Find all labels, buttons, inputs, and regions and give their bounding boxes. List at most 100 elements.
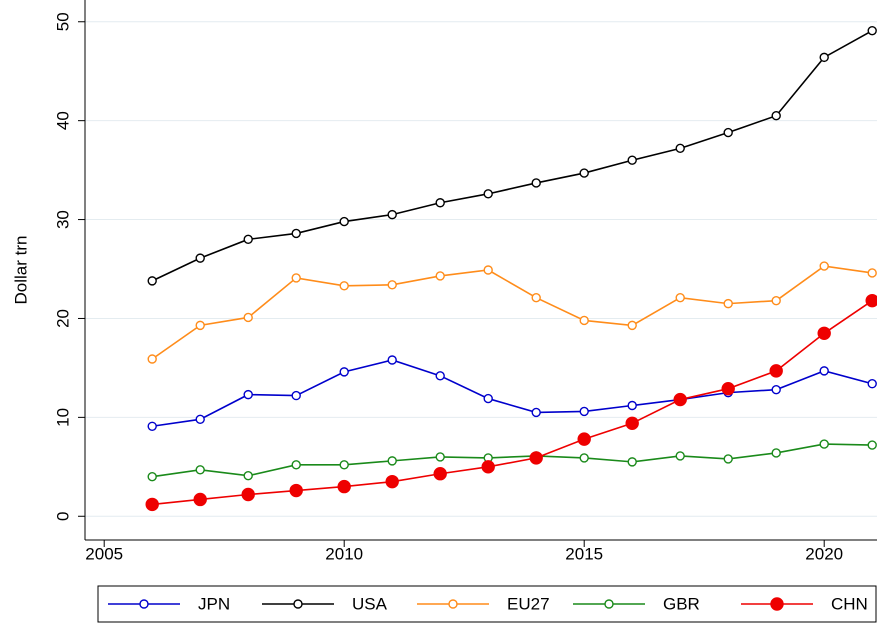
data-point	[817, 326, 831, 340]
data-point	[531, 178, 541, 188]
data-point	[771, 111, 781, 121]
legend-marker	[293, 599, 303, 609]
data-point	[435, 371, 445, 381]
data-point	[387, 280, 397, 290]
data-point	[435, 452, 445, 462]
data-point	[675, 143, 685, 154]
data-point	[577, 432, 591, 446]
data-point	[483, 265, 493, 275]
data-point	[291, 460, 301, 470]
x-tick-label: 2010	[325, 544, 363, 563]
data-point	[867, 25, 877, 36]
data-point	[435, 271, 445, 281]
data-point	[771, 295, 781, 306]
x-tick-label: 2020	[805, 544, 843, 563]
data-point	[387, 456, 397, 466]
data-point	[819, 439, 829, 449]
data-point	[385, 474, 399, 489]
data-point	[243, 312, 253, 323]
data-point	[387, 209, 397, 220]
data-point	[481, 460, 495, 474]
data-point	[387, 355, 397, 365]
data-point	[435, 198, 445, 208]
legend-label: USA	[352, 594, 388, 613]
data-point	[819, 261, 829, 271]
data-point	[291, 390, 301, 401]
y-tick-label: 20	[53, 309, 72, 328]
data-point	[723, 454, 733, 464]
data-point	[339, 367, 349, 377]
data-point	[195, 414, 205, 425]
legend-marker	[139, 599, 149, 609]
data-point	[337, 479, 351, 494]
data-point	[627, 320, 637, 331]
data-point	[339, 216, 349, 227]
data-point	[291, 228, 301, 239]
data-point	[243, 389, 253, 400]
data-point	[579, 406, 589, 417]
data-point	[675, 451, 685, 461]
data-point	[625, 416, 639, 430]
data-point	[193, 492, 207, 507]
data-point	[195, 320, 205, 331]
data-point	[529, 451, 543, 465]
legend-marker	[604, 599, 614, 609]
data-point	[531, 292, 541, 303]
data-point	[673, 392, 687, 407]
y-tick-label: 30	[53, 210, 72, 229]
data-point	[675, 292, 685, 303]
data-point	[579, 315, 589, 326]
data-point	[241, 487, 255, 502]
data-point	[627, 457, 637, 467]
data-point	[483, 393, 493, 404]
y-tick-label: 50	[53, 12, 72, 31]
data-point	[579, 453, 589, 463]
x-tick-label: 2015	[565, 544, 603, 563]
data-point	[339, 281, 349, 291]
data-point	[867, 268, 877, 278]
data-point	[627, 155, 637, 165]
series-line	[151, 29, 873, 282]
data-point	[243, 234, 253, 245]
data-point	[723, 298, 733, 309]
y-tick-label: 10	[53, 408, 72, 427]
data-point	[867, 379, 877, 389]
legend-marker	[770, 597, 784, 611]
y-tick-label: 40	[53, 111, 72, 130]
data-point	[771, 448, 781, 458]
data-point	[865, 293, 877, 308]
legend-label: CHN	[831, 594, 868, 613]
data-point	[147, 354, 157, 364]
data-point	[291, 273, 301, 283]
series-line	[152, 443, 873, 478]
data-point	[147, 276, 157, 286]
data-point	[289, 483, 303, 498]
data-point	[195, 465, 205, 475]
legend-label: JPN	[198, 594, 230, 613]
x-tick-label: 2005	[85, 544, 123, 563]
data-point	[147, 472, 157, 482]
data-point	[195, 253, 205, 263]
data-point	[627, 400, 637, 411]
legend-label: GBR	[663, 594, 700, 613]
legend-label: EU27	[507, 594, 550, 613]
y-tick-label: 0	[53, 512, 72, 521]
data-point	[867, 440, 877, 450]
data-point	[723, 127, 733, 138]
data-point	[771, 384, 781, 395]
data-point	[819, 52, 829, 63]
data-point	[819, 366, 829, 376]
series-line	[152, 359, 873, 428]
data-point	[531, 407, 541, 418]
data-point	[433, 467, 447, 481]
data-point	[769, 364, 783, 378]
data-point	[243, 471, 253, 481]
y-axis-title: Dollar trn	[11, 236, 30, 305]
data-point	[339, 460, 349, 470]
series-line	[151, 265, 873, 360]
data-point	[579, 168, 589, 178]
data-point	[145, 497, 159, 512]
data-point	[147, 421, 157, 431]
data-point	[721, 381, 735, 396]
